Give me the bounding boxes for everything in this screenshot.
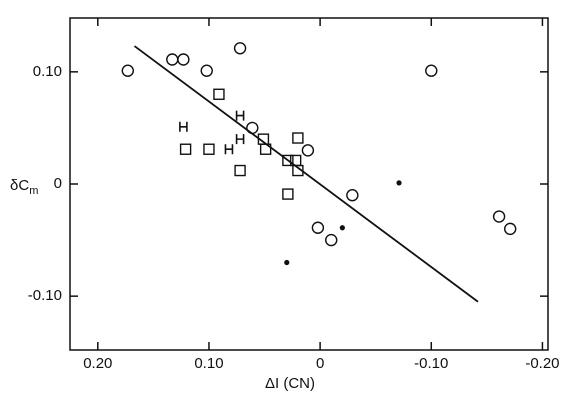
circle-point — [325, 233, 338, 247]
x-tick-label: 0 — [316, 355, 324, 372]
square-point — [292, 132, 304, 144]
circle-point — [425, 64, 438, 77]
circle-point — [121, 64, 135, 77]
circle-point — [177, 53, 190, 66]
square-point — [179, 143, 192, 155]
x-axis-label: ΔI (CN) — [265, 375, 315, 392]
circle-point — [492, 210, 506, 223]
circle-point — [504, 222, 517, 236]
x-tick-label: 0.20 — [83, 355, 112, 372]
y-tick-label: 0.10 — [33, 63, 62, 80]
y-axis-label: δCm — [10, 177, 38, 197]
h-point — [224, 144, 234, 155]
circle-point — [233, 42, 247, 55]
x-tick-label: -0.10 — [414, 355, 448, 372]
square-point — [234, 164, 246, 177]
circle-point — [346, 189, 359, 202]
square-point — [213, 88, 225, 100]
h-point — [235, 110, 245, 121]
dot-point — [396, 180, 402, 186]
y-axis-label-sub: m — [29, 185, 38, 197]
h-point — [235, 134, 245, 145]
dot-point — [284, 259, 290, 266]
y-tick-label: 0 — [54, 175, 62, 192]
circle-point — [301, 144, 315, 157]
circle-point — [311, 221, 325, 234]
circle-point — [166, 53, 179, 66]
square-point — [282, 188, 294, 200]
circle-point — [200, 64, 213, 77]
square-point — [282, 154, 294, 167]
square-point — [203, 143, 215, 155]
fit-line — [133, 45, 479, 303]
x-tick-label: -0.20 — [525, 355, 559, 372]
dot-point — [339, 225, 345, 231]
x-tick-label: 0.10 — [194, 355, 223, 372]
y-axis-label-main: δC — [10, 177, 29, 194]
h-point — [179, 121, 188, 132]
y-tick-label: -0.10 — [28, 287, 62, 304]
